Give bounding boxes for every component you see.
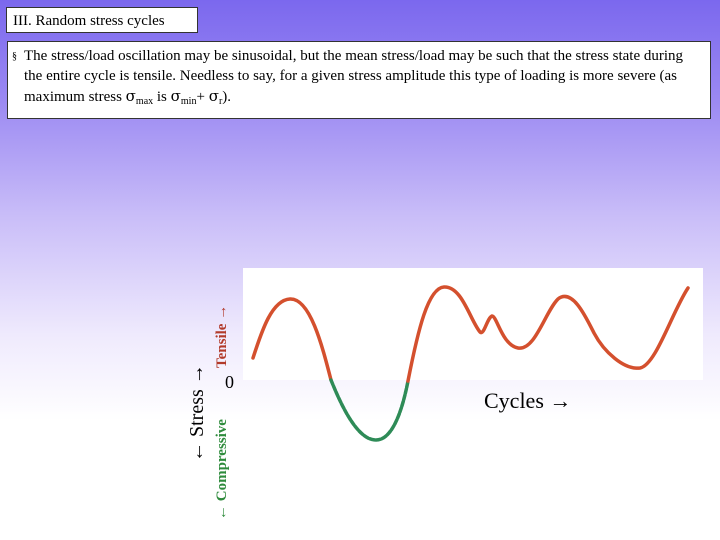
subscript-min: min xyxy=(180,96,197,107)
tensile-curve-segment xyxy=(251,297,333,382)
sigma-symbol: σ xyxy=(125,87,136,105)
bullet-paragraph: The stress/load oscillation may be sinus… xyxy=(24,46,702,107)
subscript-r: r xyxy=(218,96,223,107)
text-is: is xyxy=(153,89,171,105)
text-plus: + xyxy=(196,89,209,105)
y-axis-label-tensile: Tensile → xyxy=(214,304,230,368)
bullet-text: The stress/load oscillation may be sinus… xyxy=(24,48,684,105)
bullet-text-box: § The stress/load oscillation may be sin… xyxy=(7,41,711,119)
zero-stress-label: 0 xyxy=(225,372,234,392)
sigma-symbol: σ xyxy=(170,87,181,105)
slide-title: III. Random stress cycles xyxy=(6,7,198,33)
x-axis-label-cycles: Cycles → xyxy=(484,388,572,413)
text-end: ). xyxy=(222,89,232,105)
y-axis-label-compressive: ← Compressive xyxy=(214,419,230,520)
subscript-max: max xyxy=(135,96,154,107)
tensile-curve-segment xyxy=(406,285,690,383)
bullet-icon: § xyxy=(12,51,17,62)
sigma-symbol: σ xyxy=(208,87,219,105)
y-axis-label-stress: ← Stress → xyxy=(186,364,208,462)
compressive-curve-segment xyxy=(329,378,410,442)
